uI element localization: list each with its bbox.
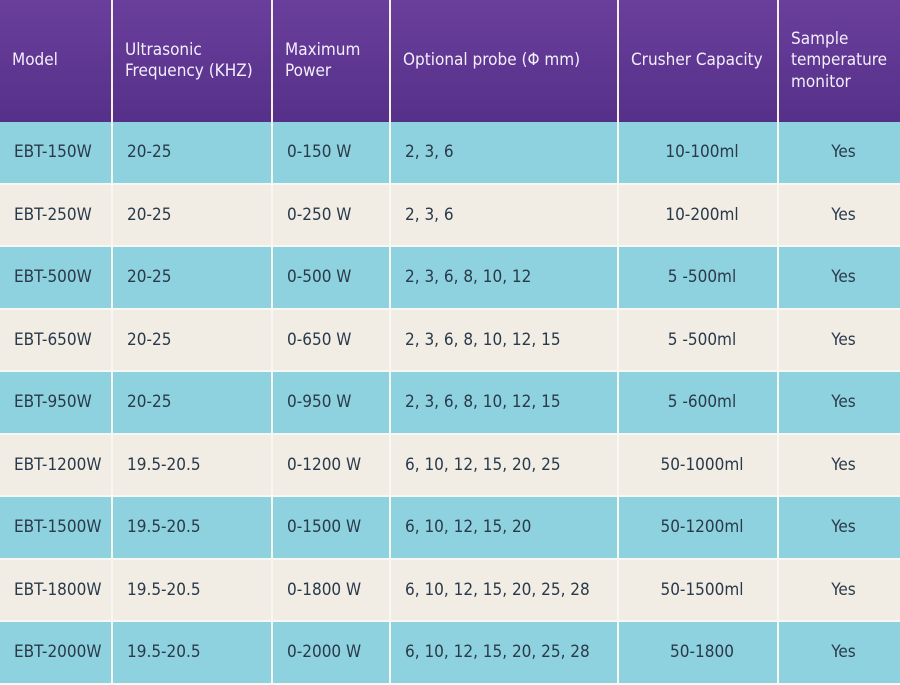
table-cell: 0-1200 W [272, 433, 391, 497]
table-cell: 6, 10, 12, 15, 20, 25, 28 [390, 558, 619, 622]
table-cell: 0-2000 W [272, 621, 391, 685]
table-cell: 5 -500ml [618, 246, 779, 310]
table-cell: 0-950 W [272, 371, 391, 435]
table-cell: EBT-1200W [0, 433, 113, 497]
table-row: EBT-650W 20-25 0-650 W 2, 3, 6, 8, 10, 12, … [0, 308, 900, 372]
table-row: EBT-950W 20-25 0-950 W 2, 3, 6, 8, 10, 12, … [0, 371, 900, 435]
table-cell: Yes [778, 122, 900, 185]
table-cell: 50-1800 [618, 621, 779, 685]
table-row: EBT-500W 20-25 0-500 W 2, 3, 6, 8, 10, 12 5 … [0, 246, 900, 310]
table-cell: 20-25 [112, 246, 273, 310]
table-cell: 20-25 [112, 183, 273, 247]
table-cell: 50-1500ml [618, 558, 779, 622]
table-cell: 0-1500 W [272, 496, 391, 560]
table-cell: 10-100ml [618, 122, 779, 185]
table-cell: 5 -500ml [618, 308, 779, 372]
table-cell: 19.5-20.5 [112, 433, 273, 497]
table-row: EBT-1800W 19.5-20.5 0-1800 W 6, 10, 12, 15,… [0, 558, 900, 622]
table-cell: Yes [778, 496, 900, 560]
table-row: EBT-1200W 19.5-20.5 0-1200 W 6, 10, 12, 15,… [0, 433, 900, 497]
header-cell: Model [0, 0, 113, 122]
header-cell: Maximum Power [272, 0, 391, 122]
table-row: EBT-2000W 19.5-20.5 0-2000 W 6, 10, 12, 15,… [0, 621, 900, 685]
header-cell: Ultrasonic Frequency (KHZ) [112, 0, 273, 122]
table-cell: EBT-250W [0, 183, 113, 247]
table-cell: EBT-150W [0, 122, 113, 185]
table-cell: EBT-1500W [0, 496, 113, 560]
header-cell: Crusher Capacity [618, 0, 779, 122]
header-cell: Sample temperature monitor [778, 0, 900, 122]
table-row: EBT-150W 20-25 0-150 W 2, 3, 6 10-100ml Yes [0, 122, 900, 185]
table-cell: Yes [778, 371, 900, 435]
table-cell: EBT-2000W [0, 621, 113, 685]
table-row: EBT-250W 20-25 0-250 W 2, 3, 6 10-200ml Yes [0, 183, 900, 247]
table-cell: Yes [778, 433, 900, 497]
table-cell: 10-200ml [618, 183, 779, 247]
table-row: EBT-1500W 19.5-20.5 0-1500 W 6, 10, 12, 15,… [0, 496, 900, 560]
table-cell: 19.5-20.5 [112, 558, 273, 622]
table-cell: 2, 3, 6, 8, 10, 12, 15 [390, 308, 619, 372]
table-cell: 20-25 [112, 308, 273, 372]
table-cell: 2, 3, 6, 8, 10, 12 [390, 246, 619, 310]
table-cell: 20-25 [112, 122, 273, 185]
table-cell: Yes [778, 246, 900, 310]
table-cell: Yes [778, 183, 900, 247]
table-cell: 2, 3, 6 [390, 183, 619, 247]
table-cell: 50-1000ml [618, 433, 779, 497]
table-body: EBT-150W 20-25 0-150 W 2, 3, 6 10-100ml Yes EB… [0, 122, 900, 685]
table-cell: 6, 10, 12, 15, 20 [390, 496, 619, 560]
table-cell: 0-500 W [272, 246, 391, 310]
table-cell: 2, 3, 6 [390, 122, 619, 185]
table-cell: 19.5-20.5 [112, 496, 273, 560]
table-cell: 2, 3, 6, 8, 10, 12, 15 [390, 371, 619, 435]
table-cell: 50-1200ml [618, 496, 779, 560]
table-cell: EBT-500W [0, 246, 113, 310]
table-cell: Yes [778, 558, 900, 622]
table-cell: EBT-1800W [0, 558, 113, 622]
table-cell: 0-1800 W [272, 558, 391, 622]
table-cell: EBT-950W [0, 371, 113, 435]
table-cell: 5 -600ml [618, 371, 779, 435]
header-cell: Optional probe (Φ mm) [390, 0, 619, 122]
table-cell: 0-650 W [272, 308, 391, 372]
table-cell: 0-150 W [272, 122, 391, 185]
table-cell: 0-250 W [272, 183, 391, 247]
table-cell: 6, 10, 12, 15, 20, 25, 28 [390, 621, 619, 685]
table-cell: Yes [778, 621, 900, 685]
table-cell: 6, 10, 12, 15, 20, 25 [390, 433, 619, 497]
table-cell: 20-25 [112, 371, 273, 435]
table-cell: Yes [778, 308, 900, 372]
table-cell: EBT-650W [0, 308, 113, 372]
table-cell: 19.5-20.5 [112, 621, 273, 685]
header-row: Model Ultrasonic Frequency (KHZ) Maximum P… [0, 0, 900, 122]
